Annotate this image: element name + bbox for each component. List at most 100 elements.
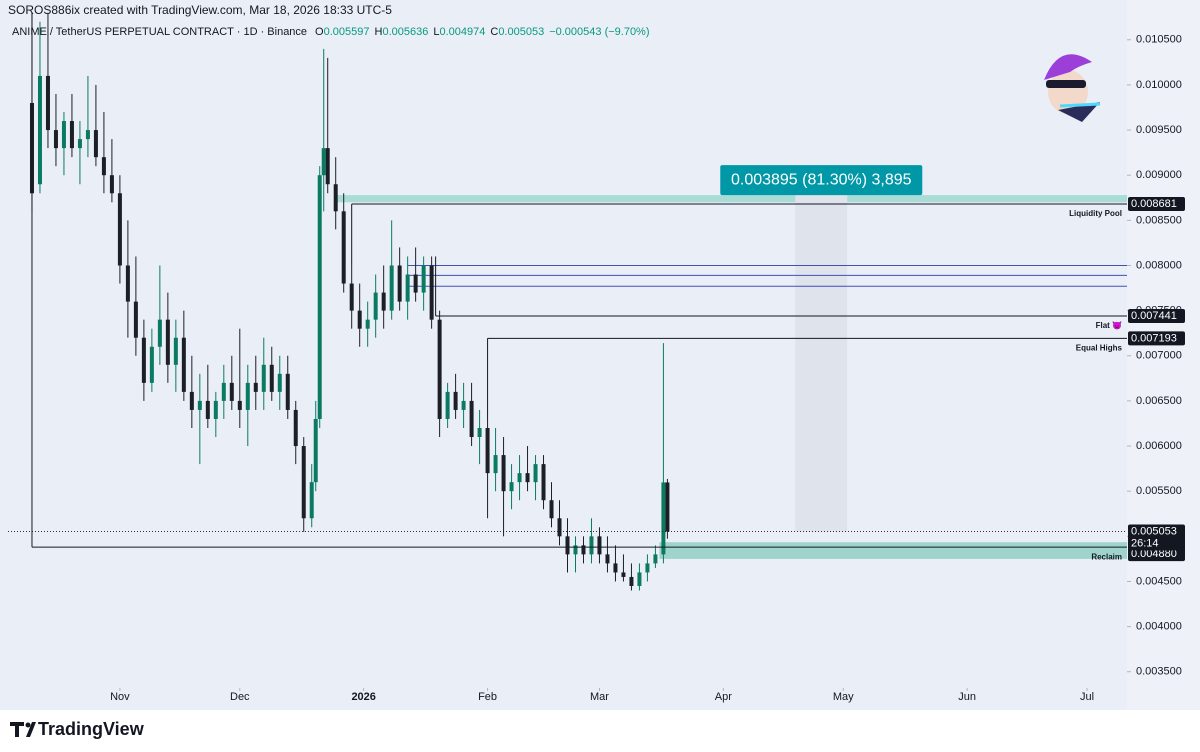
candle-body [493, 455, 498, 474]
avatar-hair [1044, 54, 1092, 80]
x-tick-label: Nov [110, 691, 130, 703]
level-note: Reclaim [1091, 552, 1122, 561]
candle-body [665, 482, 670, 532]
brand-logo [10, 722, 36, 737]
liquidity-band [335, 195, 1127, 203]
candle-body [381, 292, 386, 311]
candle-body [589, 536, 594, 555]
y-tick-label: 0.007000 [1136, 350, 1182, 362]
candle-body [557, 518, 562, 537]
x-tick-label: 2026 [351, 691, 375, 703]
ohlc-prefix: H [375, 26, 383, 38]
candle-body [525, 473, 530, 483]
candle-body [349, 283, 354, 311]
candle-body [509, 482, 514, 492]
x-tick-label: Jul [1080, 691, 1094, 703]
price-axis-background [1127, 0, 1200, 710]
candle-body [45, 75, 50, 131]
candle-body [629, 576, 634, 586]
price-label-box [1128, 331, 1185, 346]
price-label-box [1128, 547, 1185, 562]
y-tick-label: 0.004500 [1136, 575, 1182, 587]
brand-logo-dot [25, 722, 31, 728]
candle-body [469, 400, 474, 438]
x-tick-label: Jun [958, 691, 976, 703]
x-tick-label: Apr [715, 691, 732, 703]
y-tick-label: 0.008000 [1136, 259, 1182, 271]
candle-body [157, 319, 162, 347]
footer-background [0, 710, 1200, 752]
candle-body [429, 265, 434, 320]
candle-body [549, 500, 554, 519]
candle-body [317, 175, 322, 419]
x-tick-label: May [833, 691, 854, 703]
candle-body [501, 455, 506, 492]
candle-body [53, 130, 58, 149]
candle-body [453, 391, 458, 410]
candle-body [109, 175, 114, 194]
candle-body [653, 554, 658, 564]
candle-body [373, 292, 378, 320]
candle-body [237, 400, 242, 410]
y-tick-label: 0.009500 [1136, 124, 1182, 136]
candle-body [301, 446, 306, 519]
candle-body [165, 319, 170, 365]
candle-body [189, 391, 194, 410]
candle-body [213, 400, 218, 419]
chart-background [0, 0, 1200, 710]
y-tick-label: 0.005500 [1136, 485, 1182, 497]
price-label-box [1128, 197, 1185, 212]
candle-body [357, 310, 362, 329]
price-label-box [1128, 308, 1185, 323]
footer: TradingView [0, 710, 1200, 752]
candle-body [93, 130, 98, 158]
y-tick-label: 0.008500 [1136, 214, 1182, 226]
candle-body [61, 121, 66, 149]
candle-body [421, 265, 426, 293]
candle-body [445, 391, 450, 419]
candle-body [101, 157, 106, 176]
change: −0.000543 (−9.70%) [549, 26, 649, 38]
candle-body [221, 382, 226, 401]
candle-body [437, 319, 442, 419]
price-label: 0.007193 [1131, 332, 1177, 344]
ohlc-value: 0.005053 [498, 26, 544, 38]
ohlc-value: 0.005597 [324, 26, 370, 38]
candle-body [605, 554, 610, 564]
candle-body [269, 364, 274, 392]
candle-body [333, 184, 338, 212]
candle-body [69, 121, 74, 149]
candle-body [573, 545, 578, 555]
candle-body [365, 319, 370, 329]
price-label: 0.007441 [1131, 310, 1177, 322]
measure-range [795, 195, 848, 532]
candle-body [541, 464, 546, 501]
candle-body [37, 75, 42, 185]
y-tick-label: 0.003500 [1136, 666, 1182, 678]
ohlc-prefix: O [315, 26, 324, 38]
candle-body [621, 572, 626, 577]
y-tick-label: 0.009000 [1136, 169, 1182, 181]
measure-label: 0.003895 (81.30%) 3,895 [731, 171, 912, 188]
reclaim-zone [659, 542, 1127, 559]
candle-body [285, 373, 290, 410]
level-note: Liquidity Pool [1069, 209, 1122, 218]
level-note: Equal Highs [1076, 343, 1123, 352]
candle-body [293, 409, 298, 447]
avatar-glow [1059, 102, 1101, 108]
x-tick-label: Feb [478, 691, 497, 703]
avatar [1044, 54, 1101, 122]
candle-body [397, 265, 402, 302]
brand-name: TradingView [38, 719, 145, 739]
y-tick-label: 0.010500 [1136, 34, 1182, 46]
last-price-box [1128, 524, 1185, 551]
countdown: 26:14 [1131, 537, 1159, 549]
price-label: 0.004880 [1131, 548, 1177, 560]
candle-body [181, 337, 186, 392]
y-tick-label: 0.004000 [1136, 621, 1182, 633]
y-tick-label: 0.006500 [1136, 395, 1182, 407]
y-tick-label: 0.010000 [1136, 79, 1182, 91]
candle-body [85, 130, 90, 140]
candle-body [645, 563, 650, 573]
